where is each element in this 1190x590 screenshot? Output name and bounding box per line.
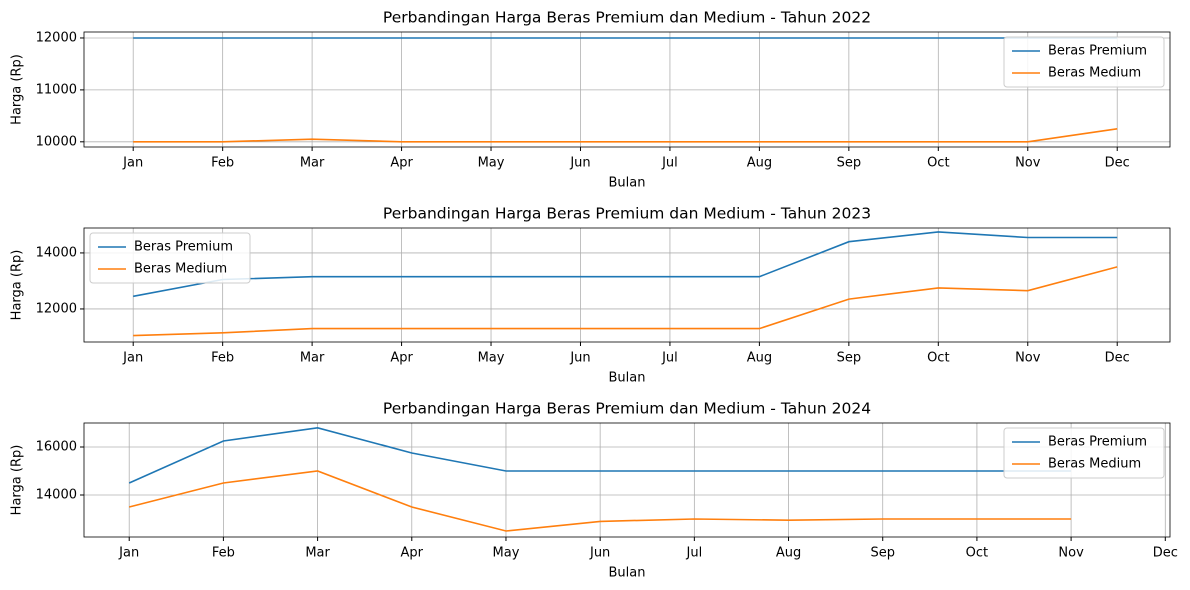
x-tick-label: Jun [569,351,590,366]
plot-frame [83,227,1171,343]
y-tick-label: 16000 [36,440,77,455]
x-tick-label: Mar [300,156,325,171]
x-axis-label: Bulan [609,566,646,581]
x-tick-label: Sep [837,351,862,366]
x-tick-label: Jun [589,546,610,561]
x-tick-label: Nov [1058,546,1084,561]
chart-title: Perbandingan Harga Beras Premium dan Med… [383,205,871,223]
x-tick-label: Oct [927,156,949,171]
x-tick-label: Feb [212,546,235,561]
x-tick-label: May [478,351,505,366]
series-line [133,266,1118,337]
series-line [128,426,1072,484]
legend-label: Beras Premium [1048,44,1147,59]
x-tick-label: May [478,156,505,171]
legend-label: Beras Medium [1048,66,1141,81]
x-tick-label: Sep [837,156,862,171]
y-tick-label: 12000 [36,30,77,45]
chart-title: Perbandingan Harga Beras Premium dan Med… [383,400,871,418]
x-tick-label: Mar [300,351,325,366]
x-tick-label: Jan [118,546,139,561]
legend-box [89,232,251,284]
series-line [133,128,1118,143]
legend-label: Beras Medium [134,262,227,277]
y-tick-label: 14000 [36,245,77,260]
x-tick-label: Mar [305,546,330,561]
x-tick-label: Aug [747,156,772,171]
x-tick-label: Oct [927,351,949,366]
plot-frame [83,31,1171,148]
x-tick-label: Feb [211,351,234,366]
x-axis-label: Bulan [609,176,646,191]
y-axis-label: Harga (Rp) [10,250,25,321]
legend-label: Beras Medium [1048,457,1141,472]
x-tick-label: Feb [211,156,234,171]
x-tick-label: Nov [1015,156,1041,171]
x-tick-label: Nov [1015,351,1041,366]
x-tick-label: Dec [1153,546,1178,561]
series-line [129,470,1072,532]
x-tick-label: Dec [1105,156,1130,171]
plot-frame [83,422,1171,538]
chart-title: Perbandingan Harga Beras Premium dan Med… [383,9,871,27]
x-tick-label: Oct [966,546,988,561]
x-tick-label: May [493,546,520,561]
legend-label: Beras Premium [134,240,233,255]
y-axis-label: Harga (Rp) [10,445,25,516]
x-tick-label: Jun [569,156,590,171]
legend-box [1003,36,1165,88]
y-tick-label: 10000 [36,134,77,149]
x-tick-label: Sep [870,546,895,561]
x-tick-label: Jan [122,156,143,171]
legend-box [1003,427,1165,479]
x-tick-label: Apr [401,546,424,561]
x-tick-label: Jan [122,351,143,366]
legend-label: Beras Premium [1048,435,1147,450]
x-tick-label: Apr [390,156,413,171]
x-tick-label: Jul [661,351,678,366]
x-tick-label: Apr [390,351,413,366]
x-axis-label: Bulan [609,371,646,386]
x-tick-label: Jul [686,546,703,561]
series-line [133,231,1118,298]
x-tick-label: Aug [776,546,801,561]
y-tick-label: 12000 [36,301,77,316]
x-tick-label: Aug [747,351,772,366]
x-tick-label: Dec [1105,351,1130,366]
x-tick-label: Jul [661,156,678,171]
y-axis-label: Harga (Rp) [10,54,25,125]
y-tick-label: 11000 [36,82,77,97]
y-tick-label: 14000 [36,488,77,503]
